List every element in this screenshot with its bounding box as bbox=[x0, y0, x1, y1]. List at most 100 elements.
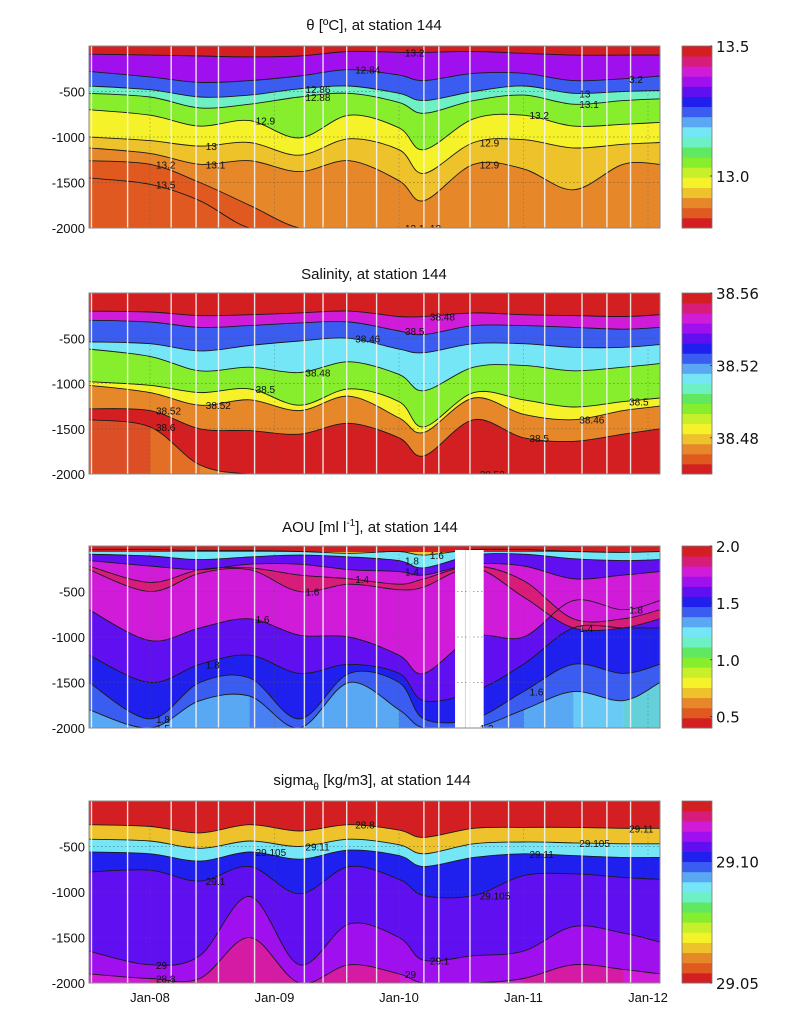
y-tick-label: -1500 bbox=[52, 176, 85, 191]
colorbar-frame bbox=[681, 292, 713, 475]
colorbar-swatch bbox=[682, 106, 712, 118]
contour-label: 29.11 bbox=[530, 850, 555, 861]
colorbar-swatch bbox=[682, 657, 712, 668]
colorbar-swatch bbox=[682, 912, 712, 923]
x-tick-label: Jan-12 bbox=[628, 990, 668, 1005]
colorbar-swatch bbox=[682, 187, 712, 199]
colorbar-frame bbox=[681, 545, 713, 729]
contour-label: 1.8 bbox=[206, 660, 220, 671]
contour-line bbox=[89, 310, 660, 318]
contour-label: 12.88 bbox=[305, 93, 330, 104]
colorbar-swatch bbox=[682, 383, 712, 394]
colorbar-swatch bbox=[682, 851, 712, 863]
y-tick-label: -1000 bbox=[52, 130, 85, 145]
colorbar-swatch bbox=[682, 313, 712, 324]
colorbar-swatch bbox=[682, 637, 712, 648]
colorbar-swatch bbox=[682, 821, 712, 832]
contour-line bbox=[89, 177, 660, 228]
colorbar-swatch bbox=[682, 881, 712, 893]
contour-label: 38.52 bbox=[480, 470, 505, 481]
y-tick-labels-sigma: -500 -1000 -1500 -2000 bbox=[52, 840, 85, 992]
panel-sigma: sigmaθ [kg/m3], at station 144 28.8 29 29.… bbox=[52, 772, 759, 1005]
colorbar-swatch bbox=[682, 453, 712, 465]
contour-label: 1.4 bbox=[405, 567, 419, 578]
contour-label: 1.6 bbox=[530, 688, 544, 699]
contour-label: 29.105 bbox=[579, 839, 610, 850]
colorbar-swatch bbox=[682, 86, 712, 97]
contour-label: 38.46 bbox=[579, 416, 604, 427]
colorbar-swatch bbox=[682, 892, 712, 903]
y-tick-labels-salinity: -500 -1000 -1500 -2000 bbox=[52, 331, 85, 482]
colorbar-swatch bbox=[682, 707, 712, 719]
y-tick-label: -500 bbox=[59, 585, 85, 600]
contour-label: 1.8 bbox=[156, 715, 170, 726]
contour-label: 1.6 bbox=[305, 588, 319, 599]
colorbar-swatch bbox=[682, 433, 712, 445]
plot-frame bbox=[88, 292, 661, 475]
colorbar-swatch bbox=[682, 962, 712, 974]
colorbar-sigma: 29.10 29.05 bbox=[681, 800, 759, 993]
colorbar-tick-label: 13.0 bbox=[716, 168, 749, 186]
contour-label: 13.2 bbox=[530, 111, 550, 122]
colorbar-swatch bbox=[682, 343, 712, 354]
colorbar-swatch bbox=[682, 403, 712, 415]
colorbar-tick-label: 29.05 bbox=[716, 975, 759, 993]
colorbar-swatch bbox=[682, 197, 712, 209]
plot-area-sigma: 28.8 29 29.1 29.105 29.11 28.8 29 29.1 29.105 29.… bbox=[88, 800, 661, 984]
colorbar-tick-label: 38.48 bbox=[716, 430, 759, 448]
contour-label: 38.5 bbox=[530, 434, 550, 445]
colorbar-swatch bbox=[682, 363, 712, 374]
contour-label: 13.1 bbox=[405, 224, 425, 235]
y-tick-label: -1500 bbox=[52, 422, 85, 437]
colorbar-swatch bbox=[682, 293, 712, 304]
contour-label: 13.2 bbox=[405, 48, 425, 59]
field-aou: 1.51.81.81.61.61.41.41.8 1.61.21.61.41.8 bbox=[89, 546, 660, 728]
contour-label: 29.105 bbox=[256, 848, 287, 859]
contour-label: 28.8 bbox=[355, 821, 375, 832]
colorbar-swatch bbox=[682, 546, 712, 557]
colorbar-swatch bbox=[682, 373, 712, 384]
contour-label: 38.52 bbox=[206, 401, 231, 412]
y-tick-label: -2000 bbox=[52, 976, 85, 991]
colorbar-swatch bbox=[682, 677, 712, 688]
colorbar-swatch bbox=[682, 952, 712, 964]
contour-label: 29.11 bbox=[629, 824, 654, 835]
panel-title-theta: θ [ºC], at station 144 bbox=[306, 17, 442, 34]
panel-title-aou: AOU [ml l-1], at station 144 bbox=[282, 518, 458, 536]
field-salinity: 38.6 38.52 38.52 38.5 38.48 38.46 38.5 38.48 38.… bbox=[89, 293, 660, 481]
colorbar-swatch bbox=[682, 207, 712, 219]
colorbar-swatch bbox=[682, 801, 712, 812]
y-tick-labels-aou: -500 -1000 -1500 -2000 bbox=[52, 585, 85, 737]
colorbar-swatch bbox=[682, 566, 712, 577]
colorbar-swatch bbox=[682, 922, 712, 933]
colorbar-frame bbox=[681, 800, 713, 984]
contour-label: 29.105 bbox=[480, 892, 511, 903]
panel-title-salinity: Salinity, at station 144 bbox=[301, 266, 447, 283]
contour-label: 12.86 bbox=[305, 85, 330, 96]
colorbar-swatch bbox=[682, 902, 712, 913]
colorbar-tick-label: 38.56 bbox=[716, 285, 759, 303]
y-tick-label: -2000 bbox=[52, 467, 85, 482]
contour-label: 3.2 bbox=[629, 75, 643, 86]
contour-label: 13.1 bbox=[579, 100, 599, 111]
band-38.56 bbox=[89, 293, 660, 318]
panel-title-aou-rest: ], at station 144 bbox=[355, 519, 458, 536]
surface-layer bbox=[89, 801, 660, 807]
colorbar-swatch bbox=[682, 942, 712, 954]
colorbar-swatch bbox=[682, 697, 712, 709]
panel-title-sigma-rest: [kg/m3], at station 144 bbox=[319, 772, 471, 789]
y-tick-label: -2000 bbox=[52, 221, 85, 236]
contour-label: 1.4 bbox=[579, 624, 593, 635]
colorbar-swatch bbox=[682, 303, 712, 314]
x-tick-label: Jan-10 bbox=[379, 990, 419, 1005]
contour-line bbox=[89, 896, 660, 966]
y-tick-label: -1000 bbox=[52, 885, 85, 900]
contour-label: 38.6 bbox=[156, 423, 176, 434]
colorbar-swatch bbox=[682, 393, 712, 405]
colorbar-tick-label: 1.0 bbox=[716, 652, 740, 670]
colorbar-swatch bbox=[682, 56, 712, 67]
x-tick-labels: Jan-08 Jan-09 Jan-10 Jan-11 Jan-12 bbox=[130, 990, 668, 1005]
band-29.05 bbox=[89, 801, 660, 838]
surface-layer bbox=[89, 293, 660, 299]
plot-frame bbox=[88, 545, 661, 729]
